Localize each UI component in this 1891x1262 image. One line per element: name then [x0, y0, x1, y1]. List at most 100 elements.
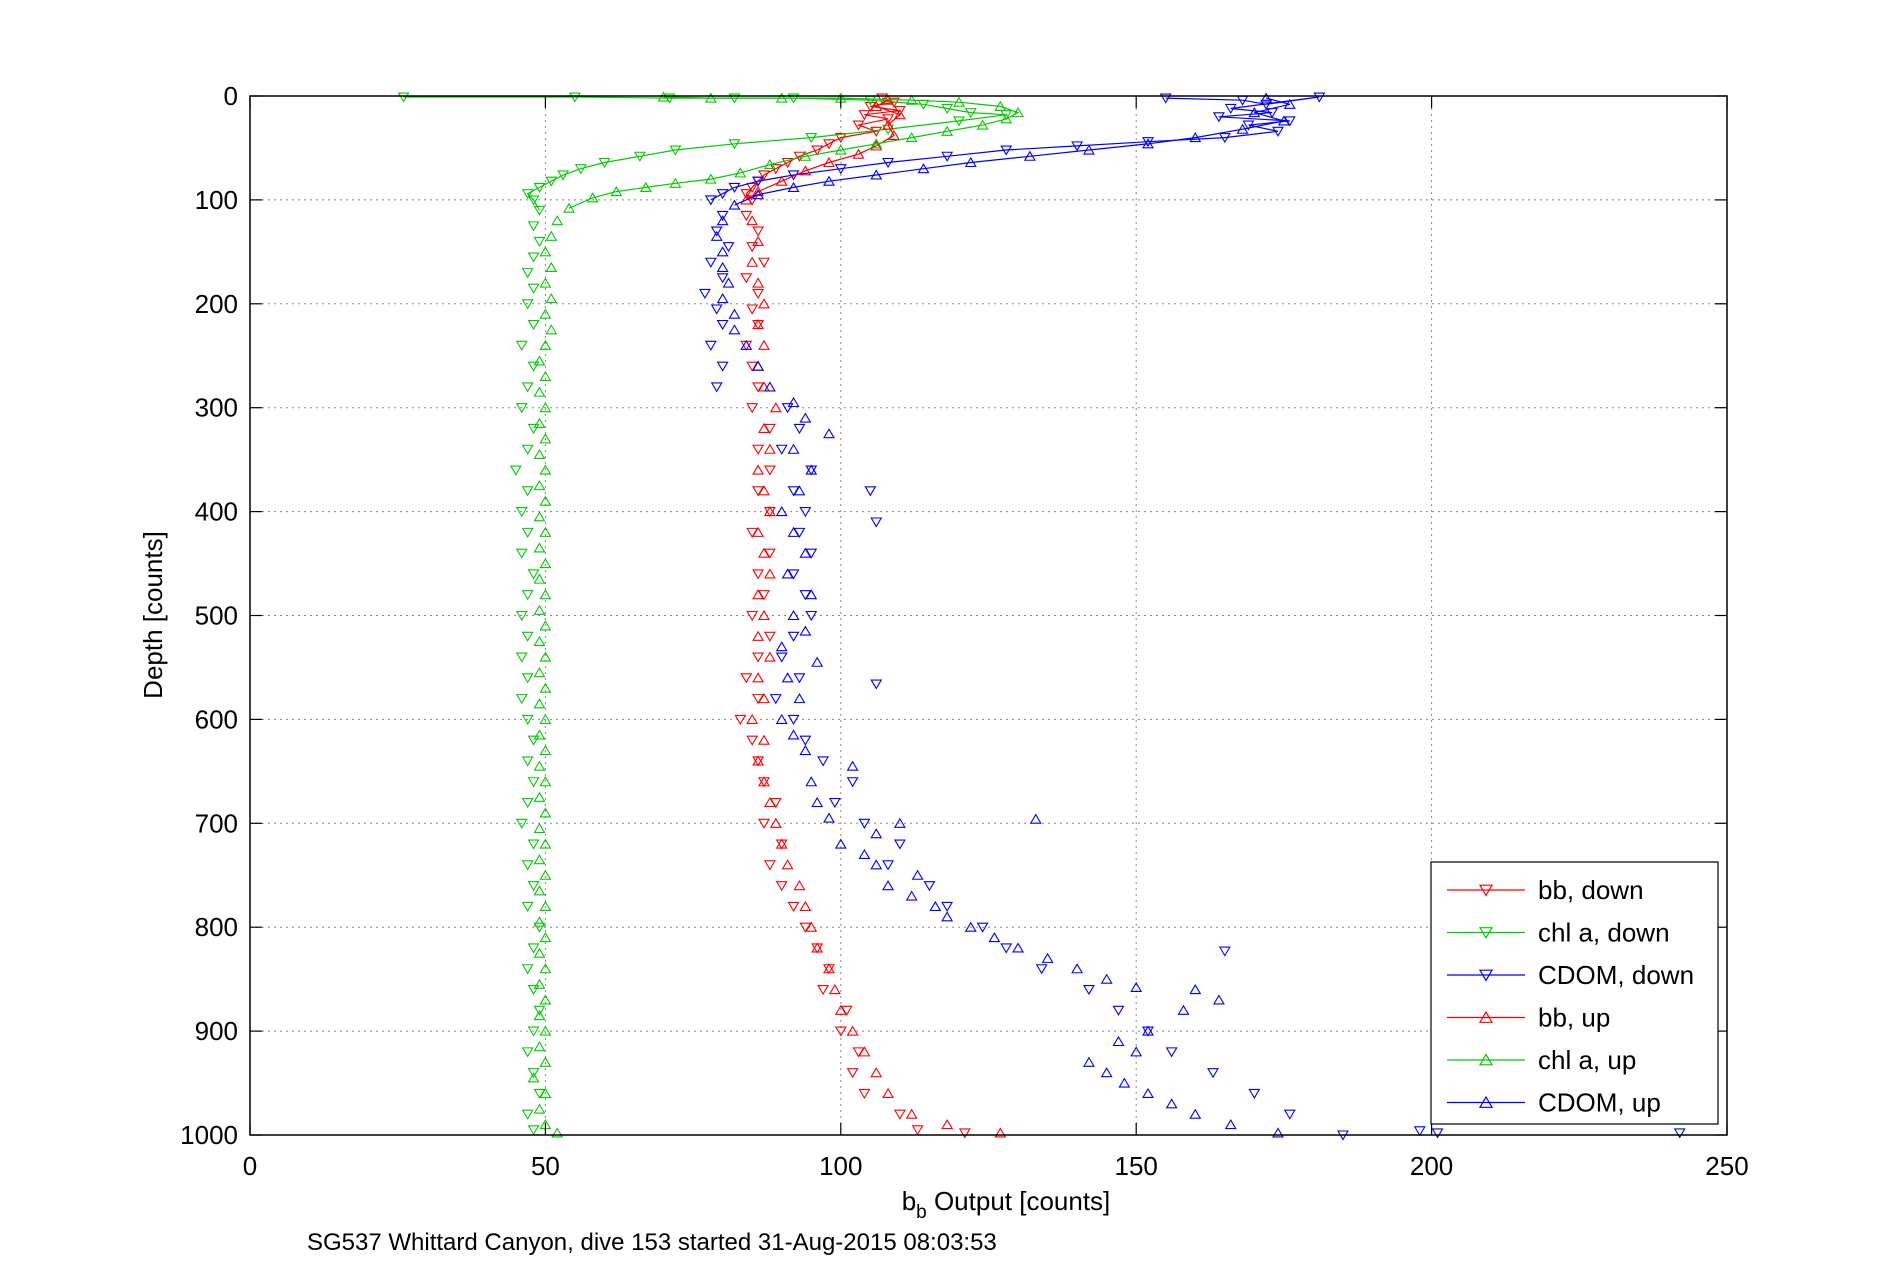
data-point [752, 755, 765, 766]
data-point [539, 495, 552, 506]
y-tick-label: 1000 [180, 1120, 238, 1150]
data-point [870, 138, 883, 149]
data-point [527, 777, 540, 788]
data-point [1272, 1127, 1284, 1138]
data-point [1071, 141, 1084, 152]
legend-label: CDOM, down [1538, 960, 1694, 990]
data-point [710, 230, 723, 241]
series-layer [397, 91, 1686, 1141]
data-point [958, 1128, 971, 1139]
data-point [988, 932, 1001, 943]
data-point [539, 776, 552, 787]
data-point [533, 729, 546, 740]
data-point [893, 109, 906, 120]
data-point [515, 694, 528, 705]
data-point [539, 557, 552, 569]
data-point [905, 94, 918, 105]
data-point [734, 714, 747, 725]
data-point [1112, 1035, 1125, 1047]
data-point [610, 186, 623, 197]
data-point [515, 818, 528, 829]
data-point [799, 412, 812, 423]
x-tick-label: 100 [819, 1151, 862, 1181]
data-point [1248, 1088, 1261, 1100]
legend-marker [1478, 884, 1494, 897]
data-point [870, 169, 883, 180]
data-point [533, 542, 546, 553]
data-point [793, 423, 806, 435]
data-point [799, 150, 812, 161]
data-point [521, 901, 534, 913]
data-point [799, 165, 812, 176]
data-point [521, 527, 534, 538]
data-point [775, 652, 788, 663]
data-point [752, 630, 765, 641]
data-point [994, 1127, 1007, 1138]
data-point [533, 760, 546, 771]
data-point [799, 744, 812, 756]
data-point [1277, 115, 1290, 126]
data-point [527, 1068, 540, 1079]
data-point [758, 734, 770, 745]
data-point [716, 320, 729, 331]
data-point [941, 901, 954, 913]
data-point [740, 189, 753, 200]
data-point [1000, 113, 1013, 124]
data-point [533, 822, 546, 834]
data-point [817, 756, 830, 767]
data-point [1248, 107, 1261, 118]
data-point [787, 609, 800, 621]
data-point [710, 226, 723, 237]
data-point [728, 324, 741, 335]
y-tick-label: 400 [195, 497, 238, 527]
data-point [1212, 994, 1225, 1005]
data-point [539, 682, 552, 693]
data-point [1142, 138, 1154, 149]
data-point [521, 714, 534, 725]
data-point [539, 932, 552, 943]
data-point [834, 1026, 847, 1037]
data-point [1413, 1126, 1426, 1137]
data-point [539, 1056, 552, 1067]
data-point [1224, 1119, 1237, 1130]
data-point [763, 860, 776, 871]
data-point [846, 1068, 859, 1079]
y-axis-label: Depth [counts] [138, 531, 168, 699]
data-point [1012, 942, 1025, 953]
data-point [521, 756, 534, 767]
data-point [752, 360, 765, 371]
data-point [728, 182, 741, 194]
data-point [746, 735, 759, 746]
data-point [781, 672, 794, 683]
data-point [1283, 1109, 1296, 1120]
data-point [533, 1005, 546, 1016]
data-point [823, 812, 835, 823]
data-point [775, 881, 788, 892]
series-1 [397, 92, 1013, 1136]
data-point [728, 139, 741, 150]
data-point [563, 202, 575, 213]
data-point [545, 261, 558, 272]
data-point [1673, 1128, 1686, 1139]
data-point [870, 140, 883, 151]
data-point [805, 464, 818, 475]
data-point [834, 133, 847, 144]
data-point [752, 318, 765, 330]
data-point [515, 652, 528, 663]
data-point [893, 839, 906, 850]
data-point [834, 1004, 847, 1015]
data-point [882, 880, 895, 891]
data-point [521, 444, 534, 455]
data-point [527, 361, 540, 372]
data-point [787, 901, 800, 913]
data-point [722, 277, 735, 288]
data-point [905, 1108, 918, 1119]
x-axis-label: bb Output [counts] [902, 1186, 1111, 1223]
data-point [515, 610, 528, 622]
series-3 [740, 94, 1007, 1138]
data-point [698, 288, 711, 299]
data-point [533, 1103, 546, 1114]
data-point [775, 506, 788, 517]
ticks [249, 95, 1728, 1136]
data-point [823, 139, 835, 150]
